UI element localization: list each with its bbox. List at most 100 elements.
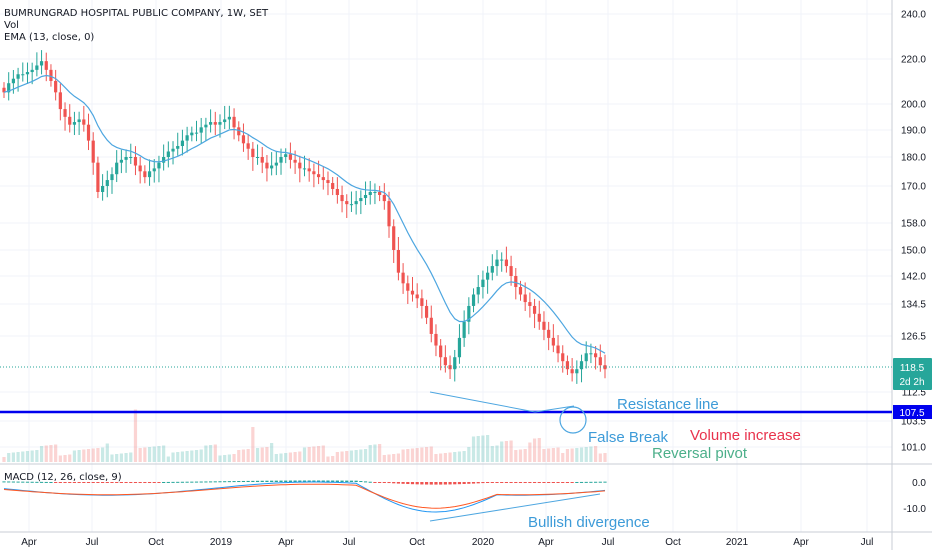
volume-bar <box>49 445 53 462</box>
time-tick-label: Oct <box>148 537 164 548</box>
candle-body <box>190 132 194 136</box>
macd-bar <box>307 480 311 482</box>
volume-bar <box>171 452 175 462</box>
macd-bar <box>255 480 260 482</box>
candle-body <box>603 365 607 370</box>
volume-bar <box>7 453 11 462</box>
resistance-badge <box>893 405 932 419</box>
macd-bar <box>326 480 330 482</box>
volume-bar <box>274 454 278 462</box>
volume-bar <box>213 444 217 462</box>
macd-bar <box>312 480 316 482</box>
candle-body <box>570 369 574 374</box>
candle-body <box>565 361 570 370</box>
candle-body <box>246 143 250 149</box>
macd-bar <box>11 481 15 483</box>
macd-bar <box>415 482 419 485</box>
macd-bar <box>556 482 560 483</box>
candle-body <box>232 116 236 128</box>
macd-bar <box>119 482 123 483</box>
macd-tick-label: 0.0 <box>912 478 926 489</box>
macd-bar <box>105 482 109 483</box>
macd-bar <box>138 482 142 483</box>
price-tick-label: 180.0 <box>901 153 926 164</box>
macd-bar <box>434 482 438 485</box>
macd-legend: MACD (12, 26, close, 9) <box>4 472 122 483</box>
macd-bar <box>39 481 44 483</box>
volume-bar <box>457 451 462 462</box>
volume-bar <box>471 436 476 462</box>
volume-bar <box>241 449 246 462</box>
volume-bar <box>25 451 30 462</box>
macd-bar <box>378 482 382 483</box>
macd-bar <box>396 482 401 484</box>
candle-body <box>162 157 166 163</box>
time-tick-label: Apr <box>21 537 37 548</box>
macd-bar <box>542 482 546 483</box>
macd-bar <box>25 481 30 483</box>
candle-body <box>500 259 504 261</box>
candle-body <box>35 65 39 70</box>
macd-bar <box>589 481 593 483</box>
volume-bar <box>462 451 466 462</box>
candle-body <box>293 159 297 163</box>
candle-body <box>415 294 419 299</box>
candle-body <box>208 122 213 125</box>
candle-body <box>255 157 260 158</box>
macd-bar <box>274 480 278 482</box>
candle-body <box>443 357 447 366</box>
candle-body <box>284 154 288 157</box>
price-tick-label: 103.5 <box>901 417 926 428</box>
candle-body <box>260 157 264 163</box>
divergence-trendline <box>429 391 536 413</box>
volume-bar <box>227 454 231 462</box>
candle-body <box>302 168 307 170</box>
macd-bar <box>279 480 283 482</box>
macd-bar <box>523 482 527 483</box>
volume-bar <box>105 443 109 462</box>
time-tick-label: Jul <box>861 537 874 548</box>
macd-bar <box>406 482 410 485</box>
macd-bar <box>176 481 180 483</box>
volume-bar <box>439 453 443 462</box>
macd-bar <box>260 480 264 482</box>
volume-bar <box>147 447 152 462</box>
candle-body <box>288 154 293 160</box>
volume-bar <box>495 445 499 462</box>
macd-bar <box>462 482 466 484</box>
ema-line <box>3 74 606 354</box>
candle-body <box>504 259 508 267</box>
candle-body <box>476 287 480 295</box>
volume-bar <box>396 453 401 462</box>
time-tick-label: Oct <box>409 537 425 548</box>
candle-body <box>194 132 199 134</box>
macd-tick-label: -10.0 <box>903 504 926 515</box>
volume-bar <box>443 453 447 462</box>
macd-bar <box>443 482 447 485</box>
candle-body <box>594 353 598 358</box>
volume-bar <box>584 447 588 462</box>
volume-bar <box>260 447 264 462</box>
macd-bar <box>368 481 372 483</box>
candle-body <box>331 183 335 189</box>
volume-bar <box>96 448 100 462</box>
macd-bar <box>579 481 584 483</box>
macd-bar <box>528 482 532 483</box>
volume-bar <box>335 452 339 462</box>
macd-bar <box>392 482 396 484</box>
annotation-volume: Volume increase <box>690 427 801 444</box>
macd-bar <box>401 482 405 484</box>
macd-bar <box>345 480 349 482</box>
candle-body <box>30 69 34 73</box>
macd-bar <box>190 481 194 483</box>
candle-body <box>270 165 274 169</box>
countdown-label: 2d 2h <box>899 377 924 388</box>
macd-bar <box>162 481 166 483</box>
macd-bar <box>298 480 302 482</box>
volume-bar <box>115 454 119 462</box>
macd-bar <box>467 482 471 484</box>
candle-body <box>274 162 278 166</box>
volume-bar <box>180 451 185 462</box>
macd-bar <box>354 480 358 482</box>
